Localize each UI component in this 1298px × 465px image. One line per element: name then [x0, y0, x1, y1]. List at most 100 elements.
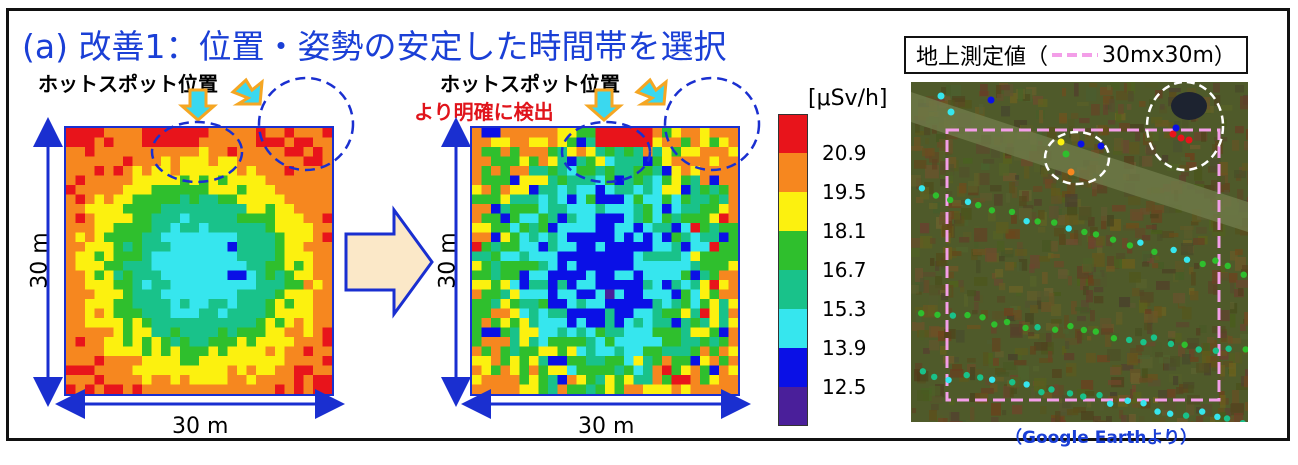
photo-texture [1160, 231, 1174, 238]
left-grid-cell [237, 175, 247, 186]
left-grid-cell [227, 318, 238, 328]
right-grid-cell [614, 175, 625, 186]
right-grid-cell [652, 346, 663, 357]
left-grid-cell [303, 308, 314, 319]
right-grid-cell [595, 204, 606, 214]
left-grid-cell [294, 280, 304, 290]
measurement-dot [988, 207, 996, 214]
right-grid-cell [595, 289, 606, 300]
right-grid-cell [719, 251, 729, 262]
right-grid-cell [709, 318, 720, 328]
left-grid-cell [237, 251, 247, 262]
photo-texture [1127, 104, 1132, 110]
right-grid-cell [491, 318, 501, 328]
photo-texture [1114, 138, 1124, 152]
photo-texture [1196, 363, 1210, 373]
right-grid-cell [643, 270, 653, 281]
left-grid-cell [132, 232, 143, 243]
left-grid-cell [275, 270, 285, 281]
right-grid-cell [595, 185, 606, 195]
photo-texture [1162, 269, 1176, 274]
photo-texture [974, 277, 988, 286]
right-grid-cell [529, 137, 539, 148]
left-grid-cell [75, 289, 86, 300]
photo-texture [974, 173, 980, 187]
photo-texture [1086, 353, 1096, 363]
left-grid-cell [132, 299, 143, 309]
photo-texture [963, 158, 973, 164]
right-grid-cell [671, 299, 682, 309]
photo-texture [1025, 301, 1037, 308]
photo-texture [1097, 355, 1111, 363]
photo-texture [995, 351, 1004, 358]
photo-texture [1210, 159, 1221, 172]
photo-texture [915, 278, 923, 292]
right-hotspot-label: ホットスポット位置 [440, 72, 620, 96]
photo-texture [1103, 104, 1109, 115]
right-grid-cell [472, 299, 482, 309]
right-grid-cell [481, 261, 492, 271]
left-grid-cell [151, 261, 162, 271]
left-grid-cell [85, 261, 95, 271]
left-grid-cell [218, 365, 228, 376]
left-grid-cell [189, 365, 200, 376]
right-grid-cell [624, 318, 634, 328]
left-grid-cell [303, 365, 314, 376]
right-grid-cell [700, 356, 710, 366]
right-grid-cell [728, 213, 738, 224]
right-grid-cell [614, 280, 625, 290]
left-grid-cell [189, 280, 200, 290]
left-grid-cell [94, 280, 105, 290]
measurement-dot [987, 96, 995, 104]
photo-texture [981, 310, 988, 319]
photo-texture [1042, 240, 1052, 252]
right-grid-cell [586, 242, 596, 252]
colorbar-band [778, 270, 808, 310]
left-grid-cell [161, 299, 171, 309]
left-grid-cell [66, 194, 76, 205]
right-grid-cell [510, 299, 520, 309]
photo-texture [1059, 417, 1064, 422]
right-grid-cell [728, 251, 738, 262]
photo-texture [1053, 327, 1066, 339]
left-grid-cell [123, 289, 133, 300]
photo-texture [1230, 280, 1235, 294]
right-grid-cell [633, 270, 644, 281]
photo-texture [930, 258, 935, 266]
photo-texture [1028, 332, 1035, 337]
left-grid-cell [66, 318, 76, 328]
left-grid-cell [199, 289, 209, 300]
right-grid-cell [567, 175, 577, 186]
photo-texture [979, 104, 984, 114]
photo-texture [1011, 385, 1017, 394]
photo-texture [991, 417, 999, 422]
right-grid-cell [624, 337, 634, 347]
right-grid-cell [624, 128, 634, 138]
left-grid-cell [85, 337, 95, 347]
right-grid-cell [595, 147, 606, 157]
left-grid-cell [256, 280, 266, 290]
photo-texture [1074, 230, 1079, 243]
right-grid-cell [548, 232, 558, 243]
photo-texture [915, 268, 924, 282]
right-grid-cell [605, 337, 615, 347]
left-grid-cell [303, 213, 314, 224]
right-grid-cell [576, 185, 587, 195]
left-grid-cell [313, 270, 323, 281]
photo-texture [1211, 361, 1223, 368]
left-grid-cell [265, 128, 276, 138]
left-grid-cell [113, 356, 124, 366]
left-grid-cell [75, 175, 86, 186]
left-grid-cell [227, 280, 238, 290]
photo-texture [1247, 169, 1248, 175]
left-grid-cell [275, 289, 285, 300]
left-grid-cell [151, 375, 162, 385]
right-grid-cell [652, 166, 663, 176]
right-grid-cell [690, 185, 701, 195]
photo-texture [1075, 307, 1088, 312]
measurement-dot [1140, 338, 1147, 346]
photo-texture [914, 137, 921, 151]
left-grid-cell [265, 175, 276, 186]
right-grid-cell [662, 175, 672, 186]
photo-texture [1129, 272, 1141, 283]
